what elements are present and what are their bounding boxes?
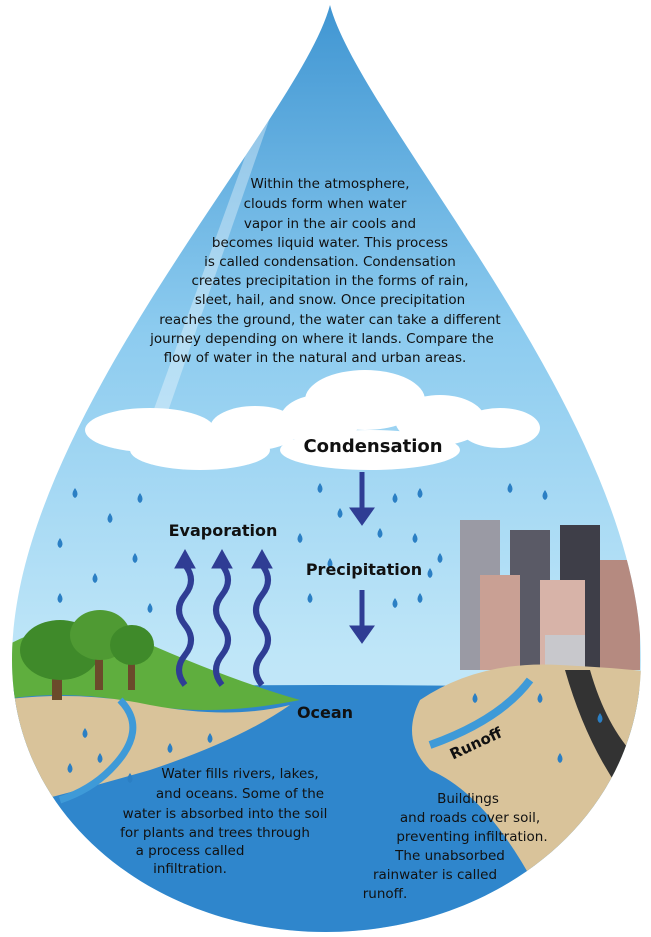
intro-line: creates precipitation in the forms of ra… <box>191 273 468 289</box>
scene <box>0 0 651 937</box>
urban-line: runoff. <box>363 886 408 902</box>
evaporation-label: Evaporation <box>169 521 278 540</box>
intro-line: reaches the ground, the water can take a… <box>159 312 500 328</box>
natural-line: water is absorbed into the soil <box>123 806 328 822</box>
natural-line: infiltration. <box>153 861 227 877</box>
ocean-label: Ocean <box>297 703 353 722</box>
natural-line: a process called <box>136 843 245 859</box>
intro-line: flow of water in the natural and urban a… <box>164 350 467 366</box>
precipitation-label: Precipitation <box>306 560 422 579</box>
intro-line: sleet, hail, and snow. Once precipitatio… <box>195 292 465 308</box>
water-cycle-drop: Within the atmosphere, clouds form when w… <box>0 0 651 937</box>
natural-line: Water fills rivers, lakes, <box>161 766 318 782</box>
intro-line: Within the atmosphere, <box>251 176 410 192</box>
intro-line: is called condensation. Condensation <box>204 254 456 270</box>
condensation-label: Condensation <box>303 436 442 457</box>
urban-line: Buildings <box>437 791 499 807</box>
urban-line: rainwater is called <box>373 867 497 883</box>
natural-line: for plants and trees through <box>120 825 310 841</box>
urban-line: preventing infiltration. <box>396 829 547 845</box>
intro-line: clouds form when water <box>244 196 407 212</box>
intro-line: vapor in the air cools and <box>244 216 416 232</box>
urban-line: The unabsorbed <box>394 848 505 864</box>
intro-line: becomes liquid water. This process <box>212 235 448 251</box>
natural-line: and oceans. Some of the <box>156 786 324 802</box>
intro-line: journey depending on where it lands. Com… <box>149 331 494 347</box>
urban-line: and roads cover soil, <box>400 810 540 826</box>
